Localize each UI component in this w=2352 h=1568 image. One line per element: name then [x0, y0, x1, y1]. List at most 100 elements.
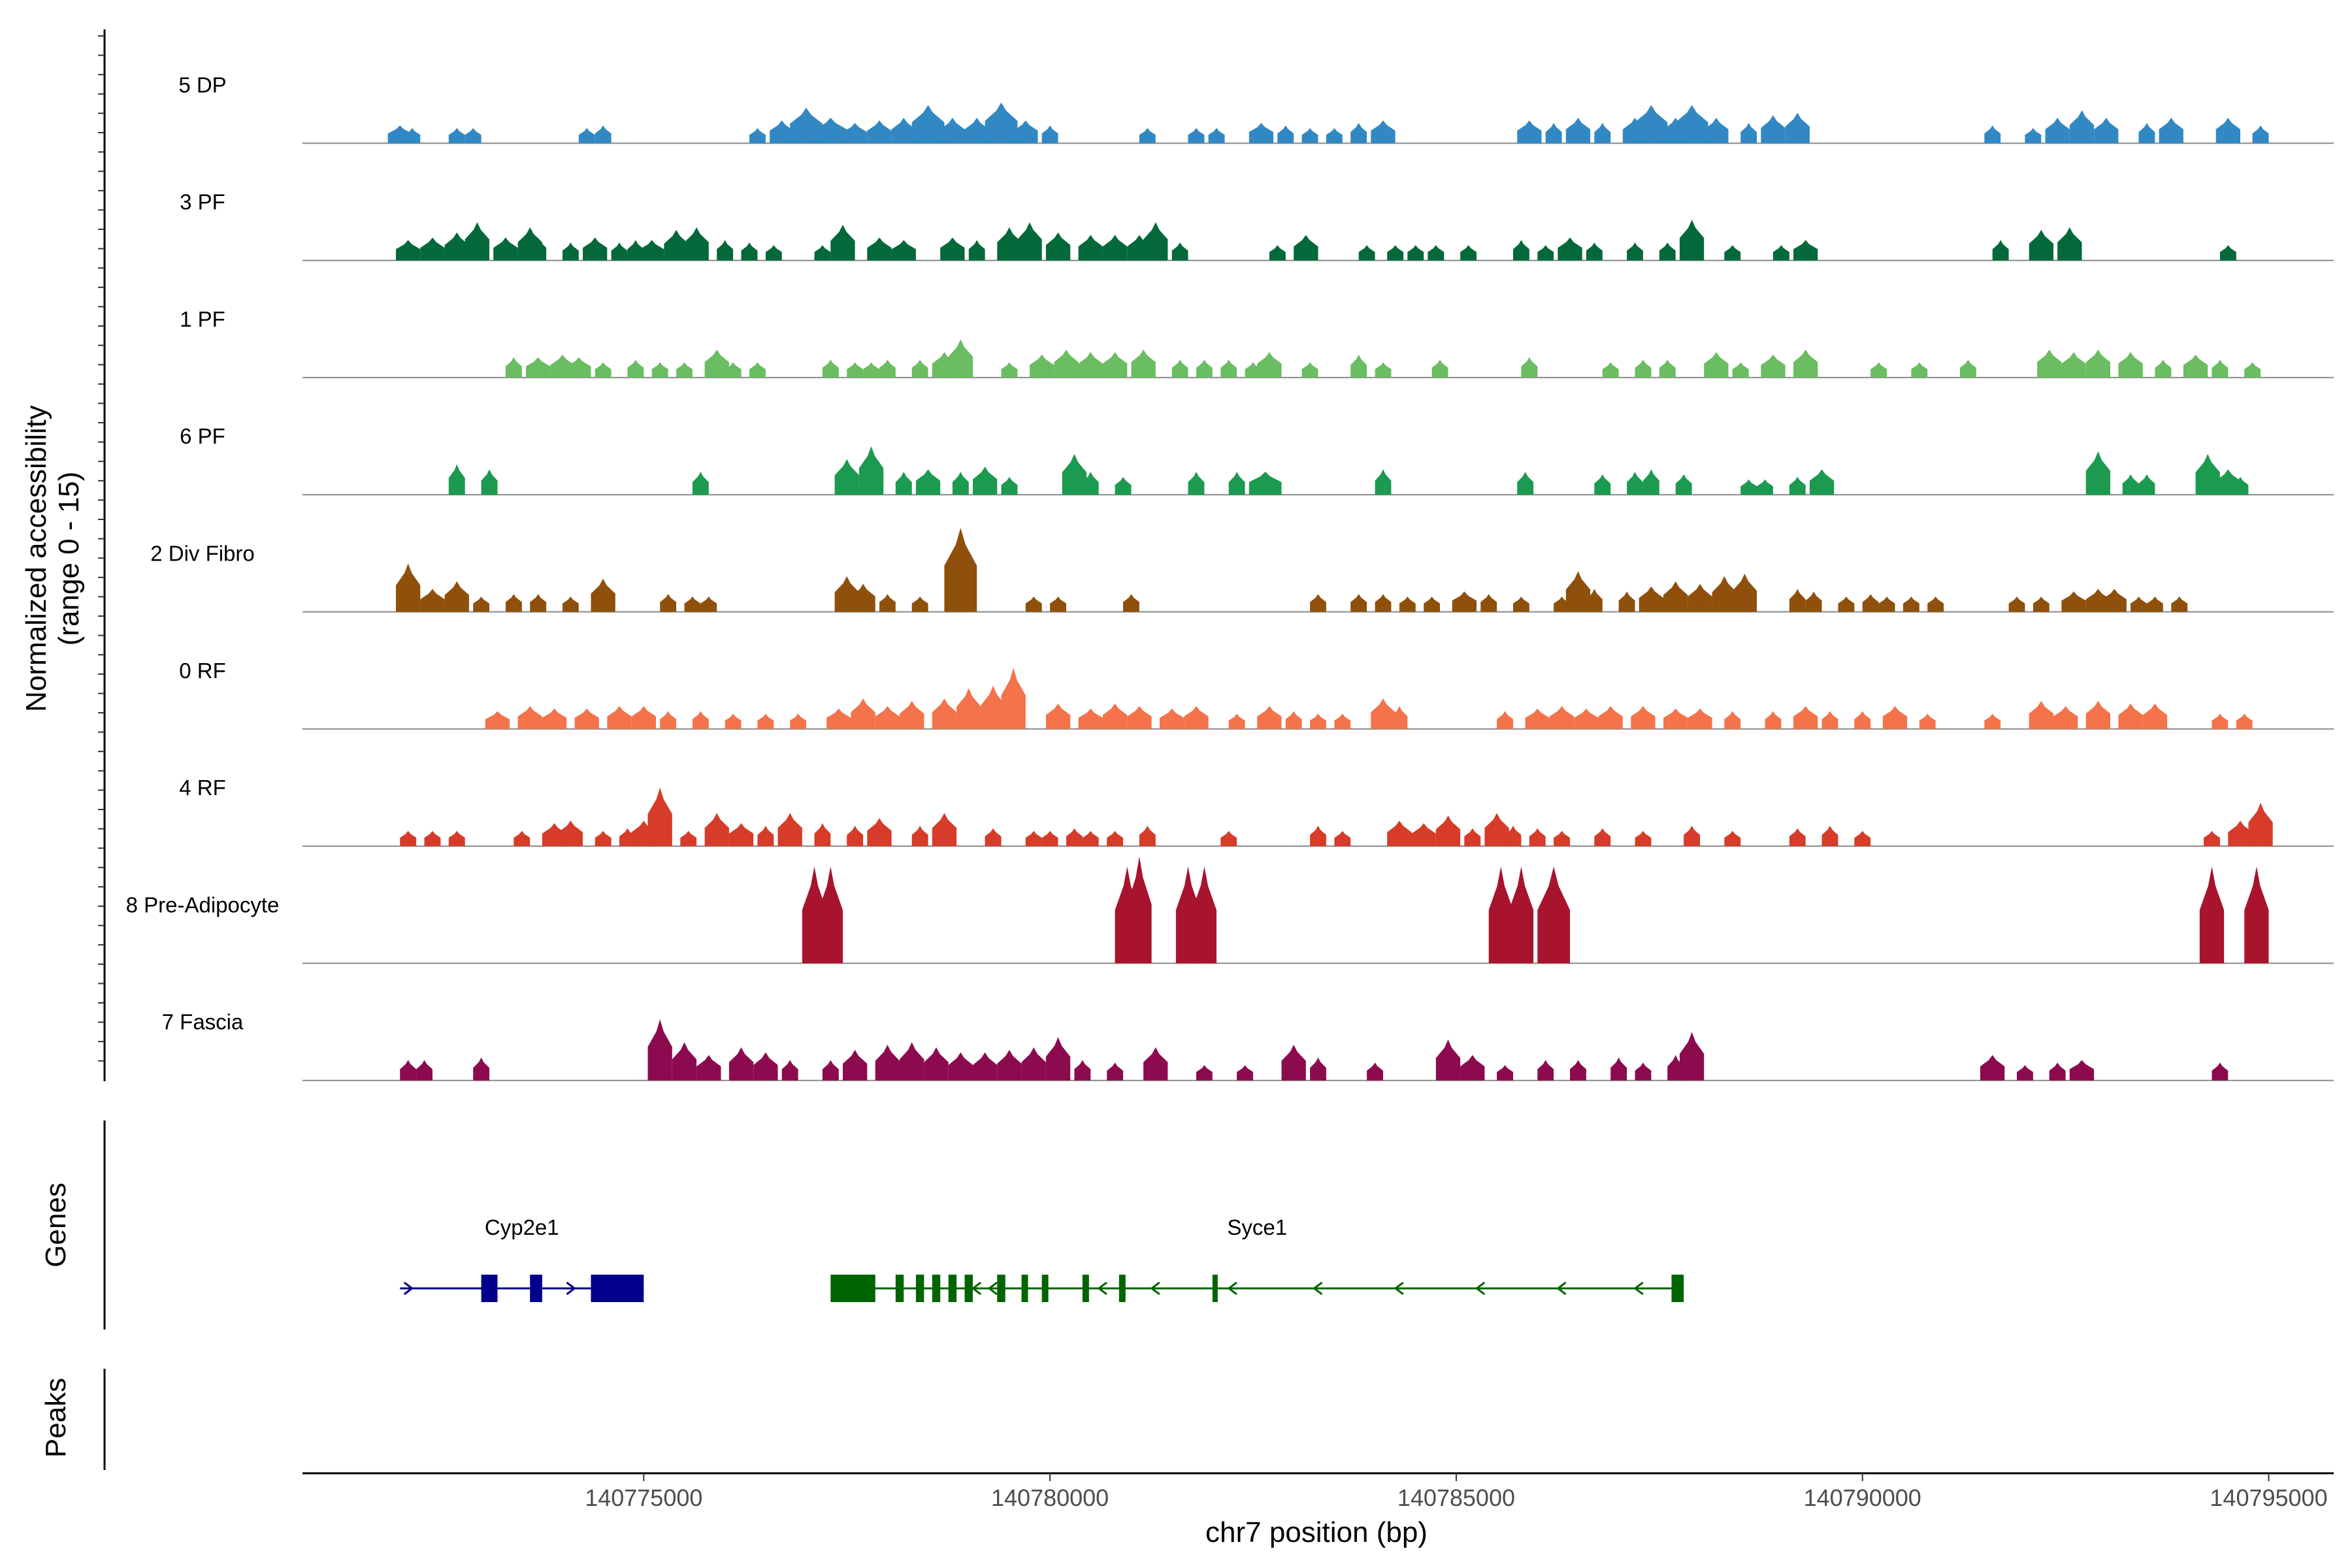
coverage-peak [814, 118, 847, 144]
coverage-peak [2232, 476, 2249, 495]
coverage-peak [672, 1042, 697, 1081]
coverage-peak [851, 583, 875, 612]
coverage-peak [1375, 362, 1392, 378]
coverage-peak [1618, 591, 1635, 612]
coverage-peak [728, 823, 754, 847]
coverage-peak [1310, 1057, 1326, 1081]
coverage-peak [891, 240, 916, 261]
coverage-peak [911, 359, 928, 378]
coverage-peak [1387, 821, 1412, 847]
coverage-peak [814, 823, 831, 847]
coverage-peak [2008, 596, 2025, 612]
coverage-peak [542, 708, 567, 729]
coverage-peak [1001, 362, 1018, 378]
coverage-peak [1431, 359, 1448, 378]
track-0-rf: 0 RF [179, 659, 2334, 730]
coverage-peak [915, 469, 941, 495]
coverage-peak [2037, 350, 2062, 378]
x-tick-label: 140790000 [1804, 1484, 1921, 1511]
coverage-peak [1127, 856, 1152, 964]
coverage-peak [1371, 120, 1396, 144]
coverage-peak [676, 362, 693, 378]
coverage-peak [867, 120, 892, 144]
coverage-peak [1464, 828, 1481, 847]
gene-strand-arrow [987, 1281, 998, 1296]
track-2-div-fibro: 2 Div Fibro [150, 527, 2334, 613]
coverage-peak [619, 828, 636, 847]
coverage-peak [514, 830, 531, 847]
coverage-peak [891, 118, 916, 144]
coverage-peak [2118, 703, 2143, 729]
coverage-peak [1565, 118, 1591, 144]
x-axis-title: chr7 position (bp) [1205, 1516, 1428, 1548]
x-tick-label: 140780000 [991, 1484, 1109, 1511]
coverage-peak [1249, 472, 1282, 495]
coverage-peak [1488, 866, 1513, 964]
coverage-peak [757, 825, 774, 847]
track-5-dp: 5 DP [178, 73, 2334, 144]
coverage-peak [448, 464, 465, 495]
coverage-peak [2053, 706, 2078, 729]
coverage-peak [1878, 596, 1895, 612]
coverage-peak [997, 227, 1022, 261]
coverage-peak [2061, 351, 2086, 378]
coverage-peak [895, 472, 912, 495]
coverage-peak [1281, 1045, 1306, 1081]
coverage-peak [847, 362, 864, 378]
gene-exon [481, 1275, 498, 1302]
coverage-peak [651, 362, 668, 378]
coverage-peak [1838, 596, 1855, 612]
coverage-peak [1220, 830, 1237, 847]
gene-exon [1212, 1275, 1218, 1302]
coverage-peak [1017, 222, 1042, 261]
coverage-peak [1675, 105, 1708, 144]
coverage-peak [595, 125, 612, 144]
coverage-peak [1732, 574, 1757, 612]
coverage-peak [1078, 351, 1103, 378]
coverage-peak [1294, 235, 1318, 261]
coverage-peak [1639, 586, 1663, 612]
coverage-peak [1082, 830, 1099, 847]
track-4-rf: 4 RF [179, 776, 2334, 847]
coverage-peak [2204, 830, 2220, 847]
coverage-peak [1334, 830, 1351, 847]
coverage-peak [770, 120, 794, 144]
gene-exon [591, 1275, 644, 1302]
coverage-peak [1663, 708, 1688, 729]
coverage-peak [660, 594, 677, 612]
coverage-peak [1387, 245, 1404, 261]
gene-exon [948, 1275, 957, 1302]
coverage-peak [1854, 830, 1871, 847]
coverage-peak [1107, 830, 1123, 847]
track-label: 3 PF [180, 190, 225, 214]
coverage-peak [1505, 825, 1522, 847]
coverage-peak [1102, 351, 1128, 378]
coverage-peak [1102, 235, 1128, 261]
track-label: 5 DP [178, 73, 226, 97]
coverage-peak [396, 563, 421, 612]
coverage-peak [1062, 453, 1087, 495]
coverage-peak [1610, 1057, 1627, 1081]
coverage-peak [1821, 825, 1838, 847]
coverage-peak [396, 240, 421, 261]
gene-exon [895, 1275, 904, 1302]
coverage-peak [948, 1052, 973, 1081]
coverage-peak [1537, 245, 1554, 261]
coverage-peak [595, 830, 612, 847]
coverage-peak [1525, 708, 1550, 729]
coverage-peak [1712, 576, 1737, 612]
coverage-peak [879, 594, 896, 612]
gene-strand-arrow [1313, 1281, 1323, 1296]
coverage-peak [2236, 713, 2253, 729]
coverage-peak [1025, 596, 1042, 612]
coverage-peak [781, 1060, 798, 1081]
coverage-peak [749, 127, 766, 144]
coverage-peak [1757, 479, 1773, 495]
coverage-peak [563, 596, 579, 612]
coverage-peak [1350, 354, 1367, 378]
coverage-peak [2171, 596, 2188, 612]
coverage-peak [574, 708, 599, 729]
coverage-peak [526, 357, 551, 378]
y-axis-title-line2: (range 0 - 15) [53, 472, 85, 646]
track-label: 8 Pre-Adipocyte [126, 892, 280, 917]
